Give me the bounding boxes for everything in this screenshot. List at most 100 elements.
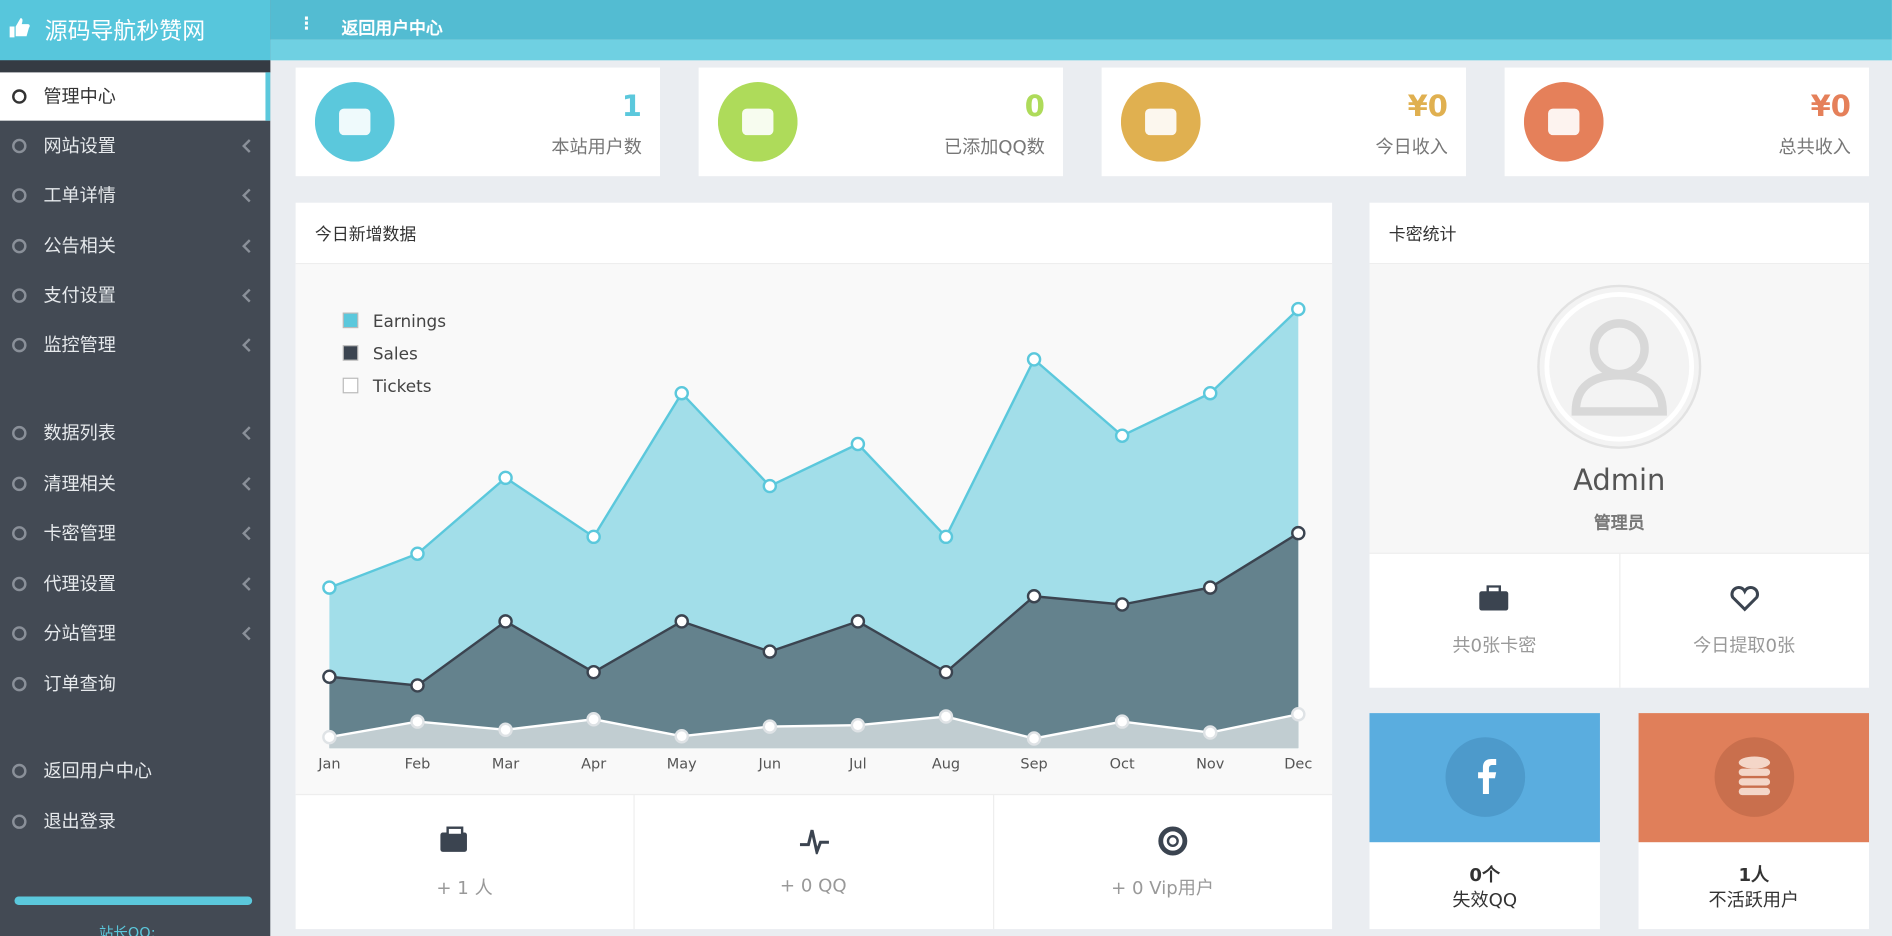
menu-item[interactable]: 管理中心 xyxy=(0,72,271,121)
menu-item[interactable]: 代理设置 xyxy=(0,560,270,608)
menu-icon xyxy=(12,138,27,154)
menu-item[interactable]: 工单详情 xyxy=(0,171,270,219)
icon-glyph xyxy=(742,108,774,136)
footer-stat: + 0 Vip用户 xyxy=(1111,877,1215,899)
x-tick-label: Feb xyxy=(405,757,431,773)
menu-label: 数据列表 xyxy=(43,422,116,445)
point xyxy=(1114,597,1130,612)
x-tick-label: Apr xyxy=(581,757,606,773)
point xyxy=(586,664,601,680)
point xyxy=(1291,525,1306,541)
menu-item[interactable]: 返回用户中心 xyxy=(0,747,270,795)
stat-value: ¥0 xyxy=(1810,89,1851,124)
chevron-shape xyxy=(242,526,251,541)
point xyxy=(674,385,689,401)
chevron xyxy=(242,626,251,641)
menu-toggle[interactable]: ⋮ xyxy=(298,14,315,34)
panel-title: 今日新增数据 xyxy=(314,225,417,245)
menu-label: 网站设置 xyxy=(43,135,116,157)
admin-role: 管理员 xyxy=(1593,514,1645,534)
point xyxy=(1291,707,1306,722)
point xyxy=(322,580,337,595)
menu-item[interactable]: 公告相关 xyxy=(0,222,270,270)
legend-label: Sales xyxy=(373,344,418,364)
menu-label: 返回用户中心 xyxy=(43,760,153,782)
menu-item[interactable]: 网站设置 xyxy=(0,122,270,170)
point xyxy=(762,719,778,734)
footer-stat: + 1 人 xyxy=(436,877,493,899)
menu-label: 代理设置 xyxy=(43,573,116,595)
point xyxy=(498,722,513,738)
card-stat: 共0张卡密 xyxy=(1452,634,1537,657)
stat-icon xyxy=(1523,82,1604,162)
icon-glyph xyxy=(1145,108,1177,136)
stat-card: 0 已添加QQ数 xyxy=(698,67,1064,177)
stat-label: 本站用户数 xyxy=(551,136,642,159)
legend-label: Earnings xyxy=(373,311,446,331)
icon-shape xyxy=(12,814,27,829)
progress-bar xyxy=(14,896,253,905)
menu-item[interactable]: 清理相关 xyxy=(0,460,270,508)
divider xyxy=(295,793,1333,796)
stat-label: 已添加QQ数 xyxy=(944,136,1045,159)
header-title[interactable]: 返回用户中心 xyxy=(341,19,443,39)
header-band xyxy=(270,39,1892,61)
chevron xyxy=(242,239,251,254)
point xyxy=(850,717,866,733)
chevron-shape xyxy=(242,476,251,491)
icon-shape xyxy=(12,425,27,441)
x-tick-label: Oct xyxy=(1110,757,1135,773)
sidebar xyxy=(0,0,271,936)
stat-value: 0 xyxy=(1024,89,1045,124)
chevron xyxy=(242,476,251,491)
wallet-icon xyxy=(440,826,467,852)
panel-header: 卡密统计 xyxy=(1369,203,1870,265)
menu-item[interactable]: 卡密管理 xyxy=(0,509,270,557)
icon-shape xyxy=(12,188,27,203)
menu-label: 管理中心 xyxy=(43,85,116,108)
line xyxy=(328,308,1300,589)
card-stat: 今日提取0张 xyxy=(1693,634,1796,657)
menu-icon xyxy=(12,337,27,353)
menu-item[interactable]: 监控管理 xyxy=(0,321,270,369)
icon-shape xyxy=(12,676,27,692)
stat-value: 1 xyxy=(621,89,642,124)
database-icon xyxy=(1714,737,1795,817)
divider xyxy=(993,793,995,930)
menu-label: 退出登录 xyxy=(43,810,116,833)
point xyxy=(322,669,337,684)
menu-item[interactable]: 订单查询 xyxy=(0,660,270,708)
menu-label: 卡密管理 xyxy=(43,522,116,545)
point xyxy=(322,729,337,745)
line xyxy=(329,532,1299,687)
facebook-icon xyxy=(1445,737,1526,817)
chevron xyxy=(242,188,251,203)
menu-item[interactable]: 分站管理 xyxy=(0,609,270,657)
stat-icon xyxy=(717,82,798,162)
point xyxy=(938,709,954,724)
menu-item[interactable]: 支付设置 xyxy=(0,271,270,319)
tile-label: 不活跃用户 xyxy=(1708,889,1800,911)
point xyxy=(1202,725,1218,740)
header xyxy=(270,0,1892,40)
point xyxy=(586,529,601,545)
menu-icon xyxy=(12,576,27,592)
sidebar-strip xyxy=(0,60,271,73)
menu-icon xyxy=(12,288,27,303)
menu-item[interactable]: 退出登录 xyxy=(0,798,270,846)
menu-item[interactable]: 数据列表 xyxy=(0,409,270,457)
menu-label: 分站管理 xyxy=(43,622,116,645)
chart: Jan Feb Mar Apr May Jun Jul Aug Sep Oct Nov Dec Earn… xyxy=(317,301,1312,773)
point xyxy=(762,644,778,659)
menu-icon xyxy=(12,89,27,104)
menu-icon xyxy=(12,814,27,829)
menu-label: 工单详情 xyxy=(43,184,116,207)
chevron xyxy=(242,526,251,541)
point xyxy=(1202,385,1218,401)
logo-text[interactable]: 源码导航秒赞网 xyxy=(44,18,206,45)
point xyxy=(762,478,778,494)
x-tick-label: Sep xyxy=(1020,757,1047,773)
point xyxy=(850,436,866,452)
point xyxy=(1202,580,1218,595)
